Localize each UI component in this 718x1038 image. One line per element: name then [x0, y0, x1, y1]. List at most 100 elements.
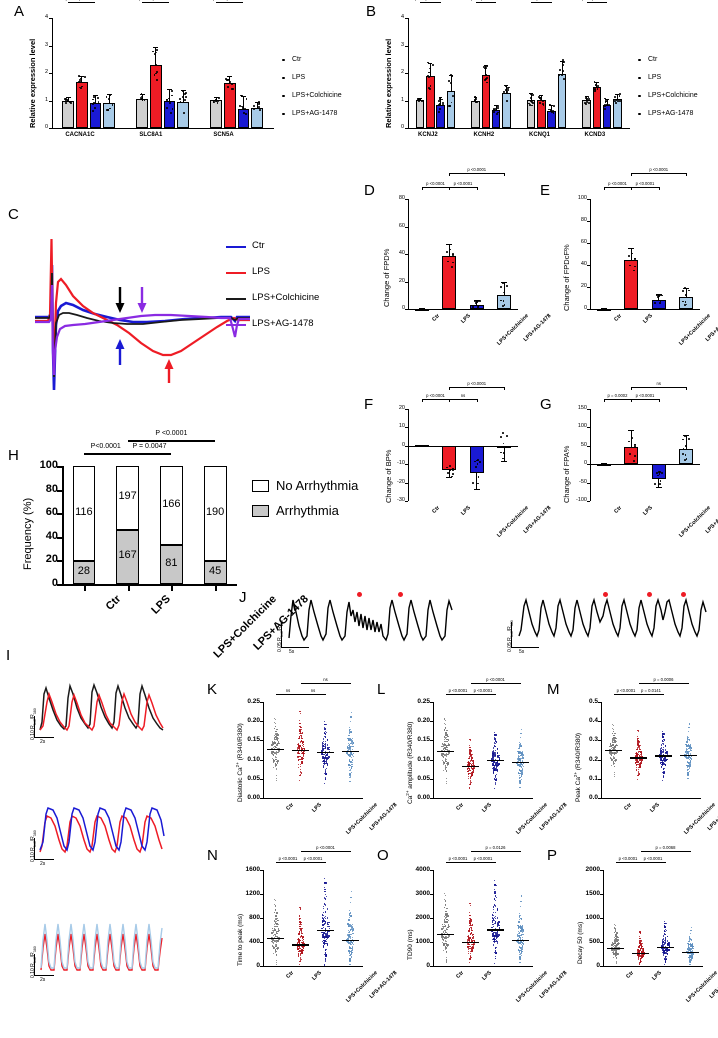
y-tick-label: 2000	[585, 866, 600, 873]
data-point	[276, 738, 278, 741]
data-point	[326, 747, 328, 749]
data-point	[466, 946, 469, 948]
data-point	[549, 104, 552, 106]
y-tick-label: 2000	[415, 914, 430, 921]
stack-arrhythmia-LPS+Colchicine	[160, 545, 183, 584]
data-point	[299, 963, 301, 966]
panel-j-trace-left	[287, 596, 457, 644]
data-point	[614, 945, 617, 948]
y-tick-mark	[405, 199, 408, 200]
data-point	[298, 755, 300, 757]
data-point	[346, 747, 348, 749]
x-axis-label-LPS: LPS	[481, 970, 493, 982]
data-point	[532, 101, 534, 104]
data-point	[447, 915, 449, 917]
data-point	[323, 766, 325, 768]
error-bar	[561, 60, 563, 74]
y-tick-label: 0.4	[588, 717, 598, 725]
data-point	[500, 294, 503, 297]
panel-b-ylabel: Relative expression level	[384, 38, 393, 128]
data-point	[662, 758, 664, 760]
sig-tick	[449, 387, 450, 390]
data-point	[301, 732, 304, 734]
data-point	[664, 937, 666, 939]
data-point	[471, 937, 474, 939]
data-point	[609, 746, 611, 748]
data-point	[78, 79, 81, 82]
data-point	[473, 944, 475, 947]
error-cap	[438, 96, 443, 98]
data-point	[471, 934, 473, 936]
data-point	[520, 918, 522, 920]
data-point	[276, 939, 278, 941]
data-point	[661, 731, 664, 733]
data-point	[470, 775, 472, 778]
data-point	[351, 927, 353, 929]
x-axis	[263, 798, 363, 799]
stack-count-no-arrhythmia: 190	[205, 505, 225, 518]
stack-count-no-arrhythmia: 197	[118, 489, 137, 502]
legend-line-LPS+Colchicine	[226, 298, 246, 301]
y-tick-label: 0.15	[247, 736, 260, 744]
data-point	[637, 774, 640, 776]
data-point	[468, 747, 471, 749]
legend-label-LPS: LPS	[252, 266, 270, 277]
data-point	[491, 760, 493, 763]
data-point	[444, 931, 447, 933]
mean-line	[512, 761, 529, 764]
data-point	[324, 942, 326, 944]
sig-line	[631, 387, 687, 388]
data-point	[613, 956, 615, 958]
data-point	[610, 745, 612, 747]
data-point	[469, 955, 472, 957]
data-point	[687, 952, 689, 954]
mean-line	[292, 749, 309, 751]
data-point	[660, 752, 662, 754]
data-point	[441, 98, 444, 101]
y-tick-mark	[57, 513, 62, 516]
data-point	[662, 738, 664, 740]
data-point	[451, 475, 454, 478]
data-point	[444, 937, 446, 939]
y-tick-mark	[587, 501, 590, 502]
data-point	[640, 943, 642, 945]
sig-line	[470, 694, 496, 695]
y-tick-label: 0.00	[247, 794, 260, 801]
data-point	[638, 745, 640, 747]
data-point	[639, 954, 641, 956]
data-point	[611, 743, 613, 745]
data-point	[275, 963, 278, 966]
data-point	[664, 763, 666, 766]
data-point	[299, 950, 301, 952]
sig-label: p = 0.0133	[408, 0, 442, 1]
data-point	[346, 933, 348, 936]
x-axis-label-LPS: LPS	[481, 802, 493, 814]
data-point	[351, 956, 353, 958]
error-cap	[615, 93, 620, 95]
data-point	[328, 935, 330, 937]
panel-p: P 0 500 1000 1500 2000 Ctr LPS LPS+Colchicine LP…	[545, 845, 718, 1028]
legend-label-LPS+Colchicine: LPS+Colchicine	[292, 92, 342, 99]
x-axis	[408, 128, 630, 129]
bar-LPS+AG-1478	[679, 448, 694, 465]
data-point	[636, 738, 639, 740]
data-point	[683, 287, 686, 290]
data-point	[350, 741, 352, 744]
data-point	[469, 749, 471, 751]
data-point	[178, 98, 181, 101]
data-point	[469, 738, 471, 740]
data-point	[469, 752, 471, 754]
data-point	[438, 104, 440, 106]
data-point	[476, 300, 478, 302]
data-point	[446, 466, 449, 469]
data-point	[614, 96, 616, 99]
data-point	[474, 98, 477, 100]
data-point	[686, 741, 688, 743]
data-point	[258, 102, 261, 104]
sig-label: ns	[310, 688, 316, 693]
data-point	[296, 753, 299, 755]
data-point	[303, 751, 305, 753]
data-point	[595, 84, 597, 87]
calcium-trace-lps-ag1478	[40, 923, 163, 971]
data-point	[642, 955, 644, 958]
